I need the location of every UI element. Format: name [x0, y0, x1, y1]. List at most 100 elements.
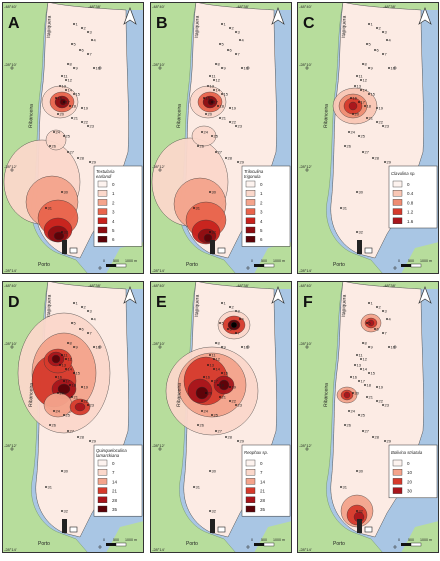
station-label: 30 [212, 469, 217, 474]
scale-label-end: 1000 m [420, 259, 432, 263]
station-dot [366, 117, 368, 119]
grid-cross [393, 266, 397, 270]
station-label: 8 [218, 341, 221, 346]
station-label: 14 [68, 88, 73, 93]
station-label: 24 [351, 409, 356, 414]
station-dot [366, 322, 368, 324]
station-dot [63, 101, 65, 103]
station-label: 15 [76, 92, 81, 97]
station-dot [237, 440, 239, 442]
station-label: 9 [76, 66, 79, 71]
station-dot [374, 49, 376, 51]
station-dot [69, 105, 71, 107]
density-contour-6 [53, 231, 65, 241]
scale-label-end: 1000 m [125, 538, 137, 542]
legend-swatch [97, 478, 108, 485]
legend-swatch [245, 505, 256, 513]
station-label: 22 [379, 399, 384, 404]
station-label: 27 [365, 429, 370, 434]
station-dot [368, 67, 370, 69]
station-dot [360, 358, 362, 360]
station-label: 32 [359, 230, 364, 235]
station-dot [225, 436, 227, 438]
grid-cross [246, 345, 250, 349]
station-dot [241, 67, 243, 69]
station-dot [384, 161, 386, 163]
coord-label-lon-right: -48°38' [236, 283, 249, 288]
station-label: 20 [208, 391, 213, 396]
legend: Bolivina striatula 0 10 20 30 [388, 444, 438, 499]
station-label: 6 [230, 327, 233, 332]
density-contour-11 [191, 125, 217, 147]
station-label: 13 [357, 84, 362, 89]
pier [357, 240, 362, 254]
station-dot [213, 358, 215, 360]
station-label: 32 [64, 230, 69, 235]
grid-cross [393, 545, 397, 549]
station-dot [87, 332, 89, 334]
station-label: 30 [64, 469, 69, 474]
station-dot [59, 364, 61, 366]
station-dot [69, 384, 71, 386]
station-dot [67, 342, 69, 344]
station-dot [372, 157, 374, 159]
station-dot [362, 430, 364, 432]
station-label: 7 [385, 331, 388, 336]
legend-value: 28 [112, 498, 118, 503]
station-dot [63, 414, 65, 416]
station-label: 27 [365, 150, 370, 155]
scale-label-0: 0 [103, 259, 105, 263]
station-dot [376, 400, 378, 402]
station-label: 17 [214, 100, 219, 105]
station-dot [372, 436, 374, 438]
station-dot [213, 89, 215, 91]
coord-label-lat-top: -28°10' [299, 341, 312, 346]
station-dot [55, 97, 57, 99]
scale-label-0: 0 [251, 538, 253, 542]
station-dot [213, 368, 215, 370]
station-label: 15 [224, 371, 229, 376]
scale-seg-2 [410, 263, 422, 268]
legend-value: 0.4 [407, 191, 414, 196]
legend-value: 4 [112, 219, 115, 224]
station-dot [358, 101, 360, 103]
scale-label-end: 1000 m [273, 538, 285, 542]
station-label: 4 [94, 38, 97, 43]
legend-swatch [245, 199, 256, 206]
legend-value: 0 [112, 182, 115, 187]
coord-label-lat-top: -28°10' [152, 341, 165, 346]
scale-label-mid: 500 [261, 538, 267, 542]
station-dot [388, 346, 390, 348]
station-label: 3 [238, 309, 241, 314]
station-dot [61, 75, 63, 77]
station-dot [374, 328, 376, 330]
station-label: 23 [90, 403, 95, 408]
station-dot [81, 121, 83, 123]
station-label: 27 [218, 150, 223, 155]
station-dot [89, 161, 91, 163]
station-dot [73, 372, 75, 374]
legend-swatch [245, 235, 256, 243]
station-label: 28 [375, 435, 380, 440]
coord-label-lon-right: -48°38' [88, 283, 101, 288]
station-label: 21 [74, 395, 79, 400]
station-dot [354, 364, 356, 366]
station-dot [77, 157, 79, 159]
station-label: 2 [379, 305, 382, 310]
legend-value: 35 [260, 507, 266, 512]
station-dot [73, 67, 75, 69]
legend-title-line1: Textularia [96, 169, 115, 174]
station-label: 31 [196, 485, 201, 490]
scale-seg-2 [410, 542, 422, 547]
station-dot [205, 113, 207, 115]
station-label: 25 [361, 413, 366, 418]
station-label: 5 [222, 42, 225, 47]
station-label: 22 [84, 120, 89, 125]
station-label: 14 [363, 367, 368, 372]
station-dot [368, 302, 370, 304]
station-label: 17 [66, 100, 71, 105]
legend-title-line1: Triloculina [244, 169, 264, 174]
grid-cross [158, 168, 162, 172]
